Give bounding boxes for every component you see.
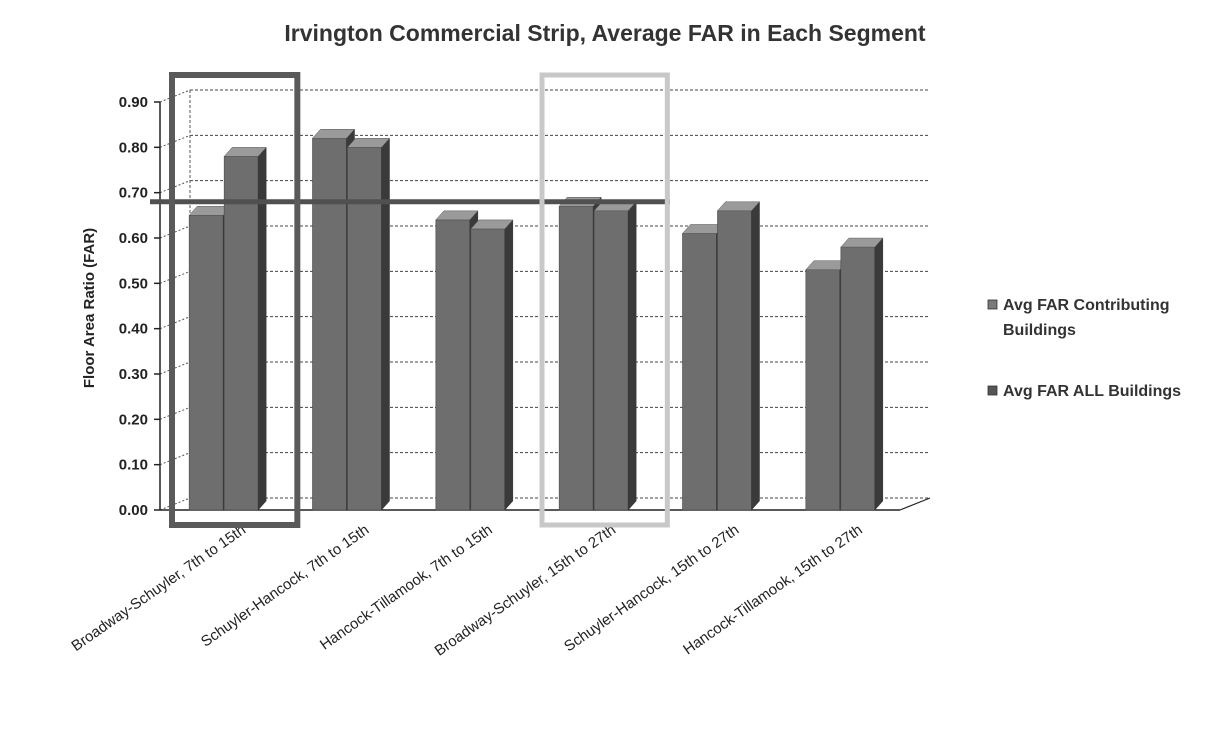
- y-tick-label-5: 0.50: [119, 275, 148, 292]
- y-tick-label-7: 0.70: [119, 185, 148, 202]
- chart-title: Irvington Commercial Strip, Average FAR …: [284, 20, 926, 46]
- bar-s2-1: [346, 137, 391, 511]
- legend-swatch-1: [987, 385, 998, 396]
- y-tick-label-0: 0.00: [119, 502, 148, 519]
- bar-s1-1-top: [311, 129, 356, 139]
- bar-s2-5: [840, 237, 884, 511]
- bar-s1-2-front: [435, 219, 471, 511]
- legend-label-0-line1: Avg FAR Contributing: [1003, 297, 1170, 314]
- legend-label-1: Avg FAR ALL Buildings: [1003, 383, 1181, 400]
- legend: Avg FAR Contributing Buildings Avg FAR ALL…: [987, 297, 1181, 400]
- bar-s2-4-side: [751, 201, 760, 511]
- floor-right-edge: [899, 497, 931, 511]
- y-tick-label-2: 0.20: [119, 411, 148, 428]
- y-tick-label-3: 0.30: [119, 366, 148, 383]
- bar-s2-5-side: [874, 237, 884, 511]
- bar-s2-2-top: [470, 219, 514, 230]
- bar-s1-0-front: [188, 215, 224, 511]
- bar-s2-1-side: [381, 137, 390, 511]
- bar-s2-0: [223, 146, 267, 511]
- bar-s2-0-front: [223, 156, 259, 511]
- bar-s2-1-top: [346, 138, 391, 148]
- legend-label-0: Avg FAR Contributing Buildings: [1003, 297, 1170, 339]
- bar-s2-2: [470, 219, 514, 511]
- bar-s2-4: [716, 201, 761, 511]
- legend-swatch-0: [987, 299, 998, 310]
- y-tick-label-1: 0.10: [119, 457, 148, 474]
- plot-area: 0.00 0.10 0.20 0.30 0.40 0.50 0.60 0.70 0.80 0.90…: [68, 72, 931, 660]
- legend-label-0-line2: Buildings: [1003, 322, 1076, 339]
- y-tick-label-9: 0.90: [119, 94, 148, 111]
- bar-s2-3: [593, 201, 637, 511]
- bar-s2-3-front: [593, 210, 629, 511]
- bar-s2-1-front: [347, 147, 382, 511]
- bar-s2-0-top: [223, 147, 267, 157]
- bar-s2-5-front: [840, 246, 876, 511]
- bar-s2-2-side: [504, 219, 514, 511]
- bar-s2-4-front: [717, 210, 752, 511]
- highlight-box-0: [169, 72, 301, 528]
- bar-s1-2-top: [435, 210, 479, 221]
- y-tick-label-4: 0.40: [119, 321, 148, 338]
- y-axis-label: Floor Area Ratio (FAR): [81, 228, 98, 388]
- bar-s1-1-front: [312, 137, 347, 511]
- bar-s2-4-top: [716, 201, 761, 212]
- bar-s1-3-front: [558, 205, 594, 511]
- highlight-box-3: [539, 72, 670, 528]
- y-tick-label-6: 0.60: [119, 230, 148, 247]
- bar-s1-4-front: [682, 233, 717, 511]
- bar-s2-3-side: [627, 201, 637, 511]
- bar-s2-2-front: [470, 228, 506, 511]
- bar-s1-5-front: [805, 269, 841, 511]
- y-tick-label-8: 0.80: [119, 139, 148, 156]
- bar-s2-5-top: [840, 237, 884, 248]
